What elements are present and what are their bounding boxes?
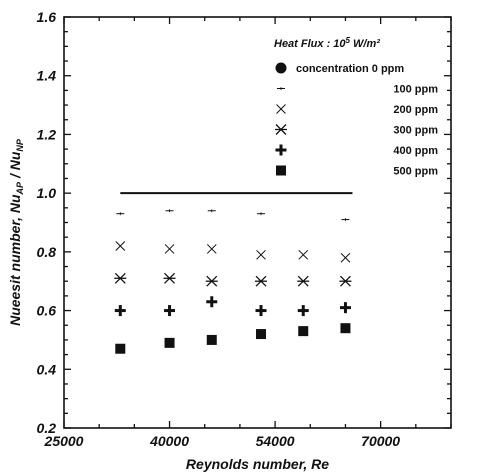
data-point — [341, 218, 350, 222]
legend-marker — [275, 124, 287, 135]
data-point — [340, 252, 351, 263]
legend-label: concentration 0 ppm — [296, 63, 404, 75]
y-tick-label: 1.0 — [37, 185, 57, 201]
data-point — [256, 329, 267, 340]
data-point — [115, 343, 126, 354]
y-tick-label: 0.4 — [37, 361, 57, 377]
data-point — [164, 244, 175, 254]
y-tick-label: 1.2 — [37, 126, 57, 142]
data-point — [114, 305, 126, 317]
data-point — [205, 275, 218, 287]
legend-label: 300 ppm — [393, 125, 438, 137]
x-tick-label: 40000 — [149, 433, 189, 449]
data-point — [340, 323, 351, 334]
axes — [63, 16, 452, 429]
legend-entry: 100 ppm — [277, 84, 438, 96]
data-point — [298, 249, 309, 260]
data-point — [256, 249, 266, 260]
legend-title: Heat Flux : 105 W/m² — [274, 36, 380, 50]
x-tick-label: 25000 — [44, 433, 84, 449]
data-point — [164, 305, 176, 317]
x-tick-label: 70000 — [361, 433, 400, 449]
legend-label: 200 ppm — [393, 104, 438, 116]
data-point — [163, 272, 176, 284]
legend-entry: concentration 0 ppm — [275, 62, 404, 75]
data-point — [339, 275, 352, 287]
legend-label: 500 ppm — [393, 166, 438, 178]
data-point — [115, 241, 126, 251]
y-axis-title: Nueesit number, NuAP / NuNP — [7, 138, 25, 326]
legend-marker — [277, 87, 285, 90]
legend-entry: 400 ppm — [275, 144, 438, 157]
legend-marker — [276, 104, 286, 114]
legend-entry: 300 ppm — [275, 124, 438, 137]
legend-label: 400 ppm — [393, 145, 438, 157]
legend-entry: 200 ppm — [276, 104, 438, 116]
x-axis-title: Reynolds number, Re — [186, 456, 329, 472]
data-point — [206, 296, 218, 308]
legend-marker — [276, 165, 286, 176]
legend-title-unit: W/m² — [350, 38, 380, 50]
x-tick-label: 54000 — [256, 433, 295, 449]
ticks: 25000 40000 54000 70000 0.2 0.4 0.6 0.8 1.0 1.2 1.… — [37, 9, 452, 449]
legend-entry: 500 ppm — [276, 165, 438, 178]
data-point — [164, 337, 175, 348]
data-point — [297, 305, 309, 317]
data-point — [255, 305, 267, 317]
legend-marker — [275, 62, 287, 74]
y-axis-title-sub1: AP — [15, 181, 25, 195]
legend-title-main: Heat Flux : 10 — [274, 38, 346, 50]
y-tick-label: 0.6 — [37, 303, 57, 319]
data-point — [255, 275, 268, 287]
data-point — [206, 244, 217, 254]
y-axis-title-main: Nueesit number, Nu — [7, 194, 23, 326]
legend-label: 100 ppm — [393, 84, 438, 96]
data-point — [207, 209, 216, 213]
plot-frame — [63, 16, 452, 429]
data-point — [116, 212, 125, 216]
legend: Heat Flux : 105 W/m² concentration 0 ppm… — [274, 36, 438, 178]
legend-title-sup: 5 — [346, 36, 351, 45]
data-point — [298, 326, 309, 337]
y-axis-title-mid: / Nu — [7, 151, 23, 182]
data-marks — [114, 192, 353, 354]
data-point — [165, 209, 174, 213]
data-point — [257, 212, 266, 216]
legend-marker — [275, 144, 287, 156]
y-tick-label: 0.2 — [37, 420, 57, 436]
y-tick-label: 1.4 — [37, 68, 57, 84]
data-point — [297, 275, 310, 287]
y-tick-label: 1.6 — [37, 9, 57, 25]
data-point — [114, 272, 127, 284]
y-axis-title-sub2: NP — [15, 138, 25, 151]
y-tick-label: 0.8 — [37, 244, 57, 260]
legend-entries: concentration 0 ppm 100 ppm 200 ppm 300 ppm… — [275, 62, 438, 178]
data-point — [339, 302, 351, 314]
data-point — [206, 334, 217, 345]
